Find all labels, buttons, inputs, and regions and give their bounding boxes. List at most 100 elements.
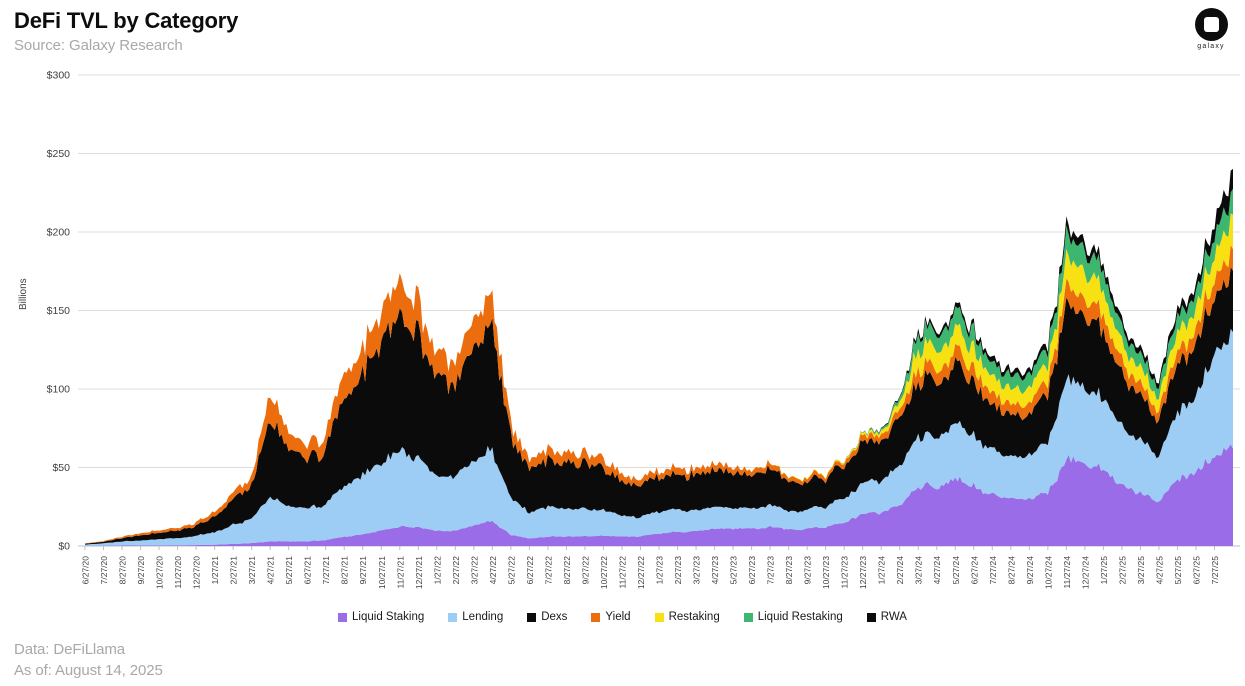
svg-text:5/27/22: 5/27/22 <box>506 556 516 585</box>
svg-text:$200: $200 <box>47 227 71 239</box>
area-series-lending <box>85 328 1233 546</box>
svg-text:6/27/23: 6/27/23 <box>747 556 757 585</box>
svg-text:2/27/23: 2/27/23 <box>673 556 683 585</box>
svg-text:7/27/22: 7/27/22 <box>543 556 553 585</box>
svg-text:1/27/22: 1/27/22 <box>432 556 442 585</box>
svg-text:12/27/21: 12/27/21 <box>414 556 424 589</box>
svg-text:7/27/24: 7/27/24 <box>988 556 998 585</box>
svg-text:6/27/20: 6/27/20 <box>81 556 91 585</box>
svg-text:10/27/23: 10/27/23 <box>821 556 831 589</box>
svg-text:2/27/24: 2/27/24 <box>895 556 905 585</box>
svg-text:11/27/20: 11/27/20 <box>173 556 183 589</box>
area-series-liquid-staking <box>85 444 1233 546</box>
svg-text:11/27/22: 11/27/22 <box>617 556 627 589</box>
svg-text:6/27/25: 6/27/25 <box>1191 556 1201 585</box>
svg-text:5/27/21: 5/27/21 <box>284 556 294 585</box>
svg-text:8/27/22: 8/27/22 <box>562 556 572 585</box>
svg-text:6/27/24: 6/27/24 <box>969 556 979 585</box>
page-subtitle: Source: Galaxy Research <box>14 37 183 54</box>
svg-text:1/27/21: 1/27/21 <box>210 556 220 585</box>
svg-text:11/27/24: 11/27/24 <box>1062 556 1072 589</box>
legend-label: Liquid Restaking <box>757 611 843 623</box>
chart-header: DeFi TVL by Category Source: Galaxy Rese… <box>14 8 238 54</box>
as-of-date: As of: August 14, 2025 <box>14 662 163 679</box>
svg-text:10/27/24: 10/27/24 <box>1043 556 1053 589</box>
legend-label: Restaking <box>668 611 720 623</box>
svg-text:10/27/22: 10/27/22 <box>599 556 609 589</box>
svg-text:3/27/22: 3/27/22 <box>469 556 479 585</box>
svg-text:4/27/21: 4/27/21 <box>266 556 276 585</box>
svg-text:4/27/22: 4/27/22 <box>488 556 498 585</box>
legend-swatch-icon <box>654 612 664 622</box>
legend-label: Yield <box>605 611 631 623</box>
galaxy-logo-text: galaxy <box>1197 43 1225 50</box>
svg-text:8/27/24: 8/27/24 <box>1006 556 1016 585</box>
chart-legend: Liquid Staking Lending Dexs Yield Restaking L… <box>0 611 1245 623</box>
legend-label: Liquid Staking <box>352 611 425 623</box>
svg-text:8/27/21: 8/27/21 <box>340 556 350 585</box>
svg-text:4/27/23: 4/27/23 <box>710 556 720 585</box>
area-series-dexs <box>85 267 1233 545</box>
svg-text:5/27/23: 5/27/23 <box>729 556 739 585</box>
legend-swatch-icon <box>338 612 348 622</box>
svg-text:6/27/22: 6/27/22 <box>525 556 535 585</box>
svg-text:8/27/20: 8/27/20 <box>118 556 128 585</box>
legend-item: RWA <box>866 611 907 623</box>
legend-swatch-icon <box>448 612 458 622</box>
svg-text:4/27/25: 4/27/25 <box>1154 556 1164 585</box>
galaxy-logo: galaxy <box>1189 8 1233 50</box>
svg-text:12/27/23: 12/27/23 <box>858 556 868 589</box>
legend-swatch-icon <box>591 612 601 622</box>
svg-text:10/27/21: 10/27/21 <box>377 556 387 589</box>
svg-text:3/27/23: 3/27/23 <box>692 556 702 585</box>
svg-text:1/27/23: 1/27/23 <box>655 556 665 585</box>
svg-text:3/27/21: 3/27/21 <box>247 556 257 585</box>
svg-text:1/27/25: 1/27/25 <box>1099 556 1109 585</box>
svg-text:9/27/24: 9/27/24 <box>1025 556 1035 585</box>
svg-text:12/27/24: 12/27/24 <box>1080 556 1090 589</box>
legend-label: Dexs <box>541 611 568 623</box>
svg-text:9/27/22: 9/27/22 <box>580 556 590 585</box>
svg-text:3/27/24: 3/27/24 <box>914 556 924 585</box>
galaxy-logo-square <box>1203 17 1219 32</box>
y-axis-title: Billions <box>18 278 29 310</box>
svg-text:9/27/20: 9/27/20 <box>136 556 146 585</box>
legend-swatch-icon <box>743 612 753 622</box>
svg-text:12/27/22: 12/27/22 <box>636 556 646 589</box>
legend-item: Lending <box>448 611 503 623</box>
svg-text:5/27/24: 5/27/24 <box>951 556 961 585</box>
svg-text:11/27/23: 11/27/23 <box>840 556 850 589</box>
svg-text:$0: $0 <box>58 541 70 553</box>
legend-item: Liquid Restaking <box>743 611 843 623</box>
galaxy-logo-icon <box>1194 8 1228 41</box>
svg-text:2/27/22: 2/27/22 <box>451 556 461 585</box>
legend-item: Liquid Staking <box>338 611 424 623</box>
legend-swatch-icon <box>527 612 537 622</box>
svg-text:$250: $250 <box>47 148 71 160</box>
svg-text:7/27/25: 7/27/25 <box>1210 556 1220 585</box>
chart-footer: Data: DeFiLlama As of: August 14, 2025 <box>14 639 163 681</box>
svg-text:$100: $100 <box>47 384 71 396</box>
svg-text:2/27/21: 2/27/21 <box>229 556 239 585</box>
svg-text:7/27/23: 7/27/23 <box>766 556 776 585</box>
svg-text:4/27/24: 4/27/24 <box>932 556 942 585</box>
svg-text:$300: $300 <box>47 70 71 82</box>
svg-text:9/27/23: 9/27/23 <box>803 556 813 585</box>
svg-text:5/27/25: 5/27/25 <box>1173 556 1183 585</box>
legend-item: Dexs <box>527 611 567 623</box>
legend-label: RWA <box>880 611 907 623</box>
legend-swatch-icon <box>866 612 876 622</box>
svg-text:9/27/21: 9/27/21 <box>358 556 368 585</box>
svg-text:10/27/20: 10/27/20 <box>155 556 165 589</box>
data-source: Data: DeFiLlama <box>14 641 126 658</box>
legend-item: Restaking <box>654 611 720 623</box>
svg-text:1/27/24: 1/27/24 <box>877 556 887 585</box>
svg-text:8/27/23: 8/27/23 <box>784 556 794 585</box>
page-title: DeFi TVL by Category <box>14 8 239 33</box>
svg-text:6/27/21: 6/27/21 <box>303 556 313 585</box>
svg-text:3/27/25: 3/27/25 <box>1136 556 1146 585</box>
svg-text:7/27/21: 7/27/21 <box>321 556 331 585</box>
svg-text:$50: $50 <box>52 462 70 474</box>
